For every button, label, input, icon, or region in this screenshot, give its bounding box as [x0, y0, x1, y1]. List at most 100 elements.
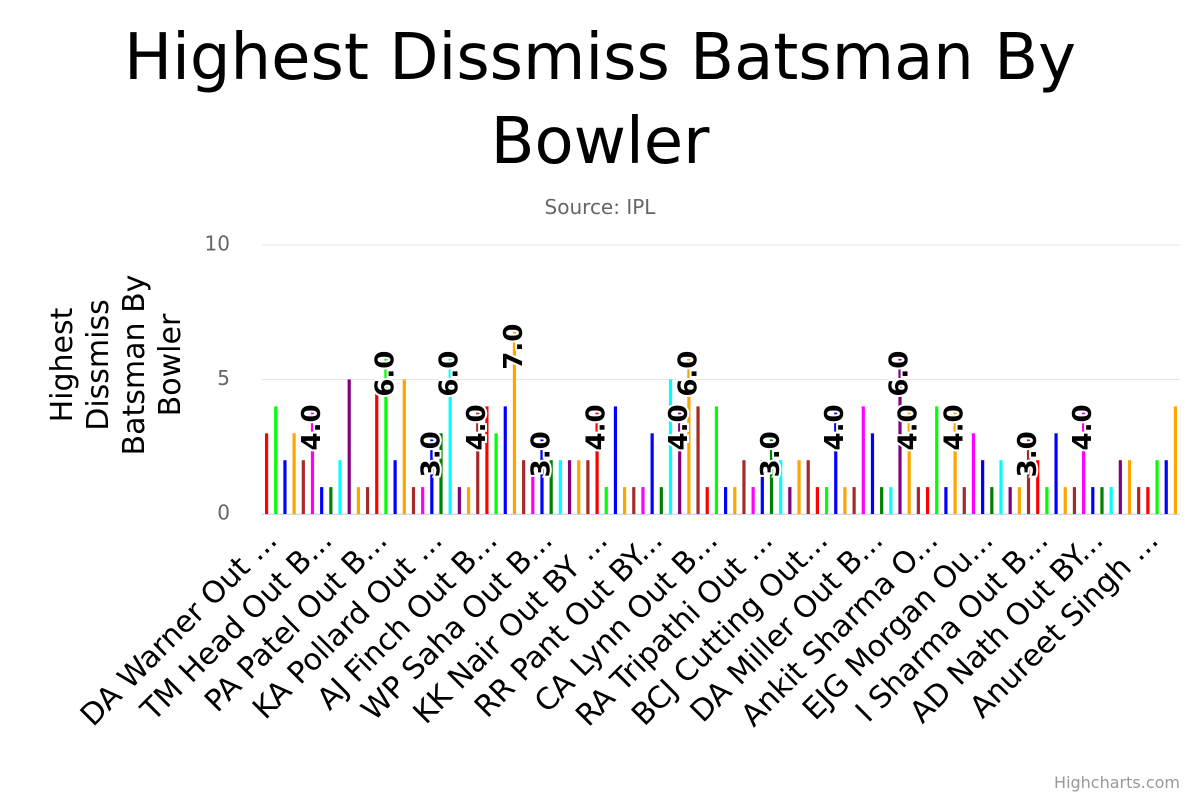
y-tick-label: 10 — [205, 232, 230, 256]
bar — [522, 460, 526, 514]
bar — [338, 460, 342, 514]
bar — [916, 487, 920, 514]
bar — [687, 352, 691, 514]
chart-subtitle: Source: IPL — [544, 195, 656, 219]
bar — [503, 406, 507, 514]
data-label: 3.0 — [526, 431, 556, 477]
data-label: 4.0 — [582, 404, 612, 450]
data-label: 7.0 — [499, 324, 529, 370]
bar — [1017, 487, 1021, 514]
bar — [439, 433, 443, 514]
bar — [577, 460, 581, 514]
bar — [448, 352, 452, 514]
bar — [659, 487, 663, 514]
bar — [411, 487, 416, 514]
bar — [531, 460, 535, 514]
bar — [283, 460, 287, 514]
bar — [788, 487, 792, 514]
bar — [292, 433, 296, 514]
bar — [301, 460, 305, 514]
bar — [1137, 487, 1141, 514]
bar — [457, 487, 461, 514]
bar — [705, 487, 709, 514]
bar — [806, 460, 810, 514]
bar — [751, 487, 755, 514]
bar — [393, 460, 397, 514]
bar — [494, 433, 498, 514]
bar — [1026, 433, 1031, 514]
bar — [430, 433, 434, 514]
bar — [1054, 433, 1058, 514]
data-label: 6.0 — [435, 351, 465, 397]
bar — [815, 487, 819, 514]
bar — [843, 487, 847, 514]
bar — [678, 406, 682, 514]
bar — [935, 406, 939, 514]
chart-title: Highest Dissmiss Batsman By Bowler — [124, 21, 1076, 179]
bar — [512, 325, 517, 514]
bar — [274, 406, 278, 514]
bar — [632, 487, 636, 514]
bar — [1008, 487, 1012, 514]
bar — [769, 433, 774, 514]
bar — [604, 487, 608, 514]
bar — [586, 460, 590, 514]
bar — [1072, 487, 1077, 514]
data-label: 3.0 — [756, 431, 786, 477]
bar — [466, 487, 471, 514]
bar — [384, 352, 388, 514]
bar — [779, 460, 783, 514]
bar — [623, 487, 627, 514]
bar — [733, 487, 737, 514]
bar — [760, 460, 764, 514]
credits[interactable]: Highcharts.com — [1054, 773, 1180, 792]
bar — [595, 406, 599, 514]
bar — [1155, 460, 1159, 514]
bar — [540, 433, 544, 514]
bar — [347, 379, 351, 514]
bar — [797, 460, 801, 514]
bar — [870, 433, 875, 514]
bar — [962, 487, 966, 514]
data-label: 4.0 — [940, 404, 970, 450]
data-label: 6.0 — [370, 351, 400, 397]
bar — [714, 406, 719, 514]
bar — [889, 487, 893, 514]
bar — [558, 460, 562, 514]
data-label: 6.0 — [673, 351, 703, 397]
data-label: 3.0 — [1013, 431, 1043, 477]
bar — [375, 379, 379, 514]
bar — [402, 379, 406, 514]
bar — [476, 406, 480, 514]
bar — [264, 433, 269, 514]
bar — [320, 487, 324, 514]
bar — [723, 487, 728, 514]
y-axis-title: Highest Dissmiss Batsman By Bowler — [45, 274, 188, 456]
bar — [1118, 460, 1122, 514]
bar — [613, 406, 618, 514]
bar — [880, 487, 884, 514]
bar — [1063, 487, 1067, 514]
bar — [1164, 460, 1168, 514]
bar — [1146, 487, 1150, 514]
bar — [1127, 460, 1132, 514]
bar — [990, 487, 994, 514]
bar — [824, 487, 829, 514]
data-label: 4.0 — [894, 404, 924, 450]
bar — [1091, 487, 1095, 514]
bar — [668, 379, 673, 514]
y-tick-label: 5 — [217, 366, 230, 390]
data-label: 4.0 — [664, 404, 694, 450]
bar — [861, 406, 865, 514]
bar — [981, 460, 985, 514]
bar — [650, 433, 654, 514]
bar — [834, 406, 838, 514]
bar — [329, 487, 333, 514]
bar — [999, 460, 1003, 514]
bar — [1045, 487, 1049, 514]
bar — [485, 406, 489, 514]
bar — [641, 487, 645, 514]
bar — [925, 487, 930, 514]
